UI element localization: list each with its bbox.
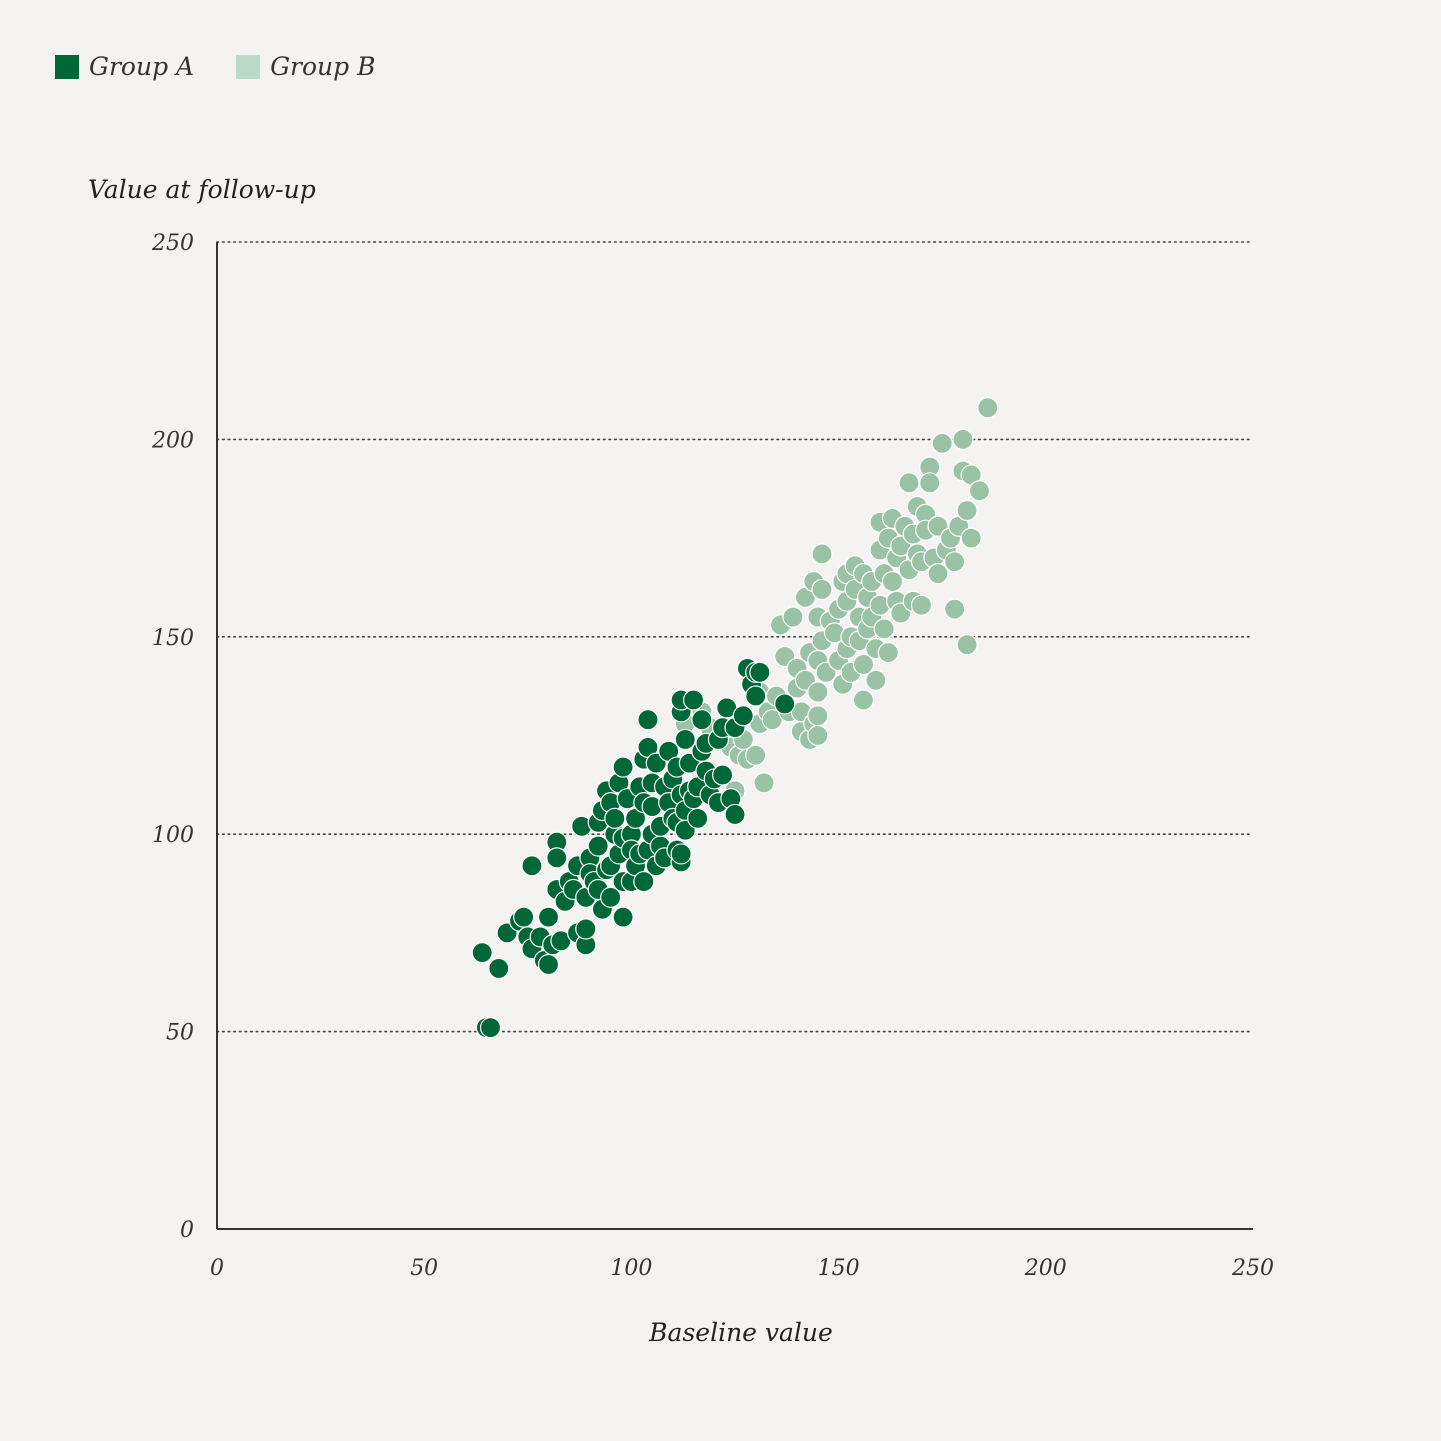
data-point xyxy=(488,957,510,980)
gridlines xyxy=(216,241,1254,1033)
data-point xyxy=(811,543,833,565)
x-tick-label-0: 0 xyxy=(210,1256,224,1281)
data-point xyxy=(944,598,966,620)
data-point xyxy=(753,772,775,794)
data-point xyxy=(811,578,833,601)
data-point xyxy=(873,618,895,640)
data-point xyxy=(956,499,978,522)
data-point xyxy=(877,641,899,664)
tick-labels: 0 50 100 150 200 250 0 50 100 150 200 250 xyxy=(151,231,1274,1281)
data-point xyxy=(600,886,622,908)
data-point xyxy=(724,803,746,826)
legend-label-group-a: Group A xyxy=(89,52,195,81)
legend-item-group-a[interactable]: Group A xyxy=(55,52,194,81)
data-point xyxy=(944,551,966,573)
data-point xyxy=(852,689,875,711)
legend: Group A Group B xyxy=(55,52,375,81)
x-axis-title: Baseline value xyxy=(648,1318,833,1347)
data-point xyxy=(968,480,991,502)
data-point xyxy=(952,428,974,450)
data-point xyxy=(537,906,560,928)
axes xyxy=(216,242,1253,1230)
data-point xyxy=(637,709,659,731)
series-group-b xyxy=(674,397,999,802)
data-point xyxy=(674,728,696,751)
data-point xyxy=(633,870,655,893)
data-point xyxy=(711,764,734,786)
y-axis-title: Value at follow-up xyxy=(88,175,316,204)
data-point xyxy=(682,689,705,711)
data-point xyxy=(927,563,949,585)
data-point xyxy=(807,724,829,747)
data-point xyxy=(479,1017,502,1039)
data-point xyxy=(898,472,920,494)
data-point xyxy=(749,661,771,683)
data-point xyxy=(807,681,829,703)
data-point xyxy=(807,705,829,727)
data-point xyxy=(910,594,933,616)
data-point xyxy=(587,835,609,857)
data-point xyxy=(670,843,692,865)
data-point xyxy=(774,693,796,715)
y-tick-label-0: 0 xyxy=(180,1218,194,1243)
data-point xyxy=(521,855,543,877)
data-point xyxy=(612,756,634,778)
data-point xyxy=(977,397,999,419)
data-point xyxy=(931,432,953,454)
data-point xyxy=(513,906,535,928)
data-point xyxy=(919,472,941,494)
y-tick-label-150: 150 xyxy=(152,626,194,651)
series-group-a xyxy=(471,657,796,1039)
data-point xyxy=(471,942,493,964)
data-point xyxy=(782,606,804,628)
data-point xyxy=(960,527,982,549)
x-tick-label-50: 50 xyxy=(410,1256,438,1281)
data-point xyxy=(537,953,560,976)
x-tick-label-200: 200 xyxy=(1024,1256,1067,1281)
y-tick-label-250: 250 xyxy=(151,231,194,256)
y-tick-label-100: 100 xyxy=(152,823,194,848)
data-points xyxy=(471,397,999,1039)
data-point xyxy=(546,847,568,869)
data-point xyxy=(956,634,978,656)
x-tick-label-250: 250 xyxy=(1231,1256,1274,1281)
data-point xyxy=(687,807,709,830)
legend-swatch-group-b xyxy=(236,54,261,79)
data-point xyxy=(852,653,875,676)
y-tick-label-200: 200 xyxy=(151,428,194,453)
data-point xyxy=(691,709,713,731)
data-point xyxy=(612,906,634,928)
x-tick-label-150: 150 xyxy=(818,1256,860,1281)
data-point xyxy=(604,807,626,830)
data-point xyxy=(865,669,887,691)
data-point xyxy=(732,705,754,727)
legend-label-group-b: Group B xyxy=(270,52,376,81)
data-point xyxy=(881,570,904,593)
x-tick-label-100: 100 xyxy=(610,1256,652,1281)
data-point xyxy=(745,685,767,707)
data-point xyxy=(745,744,767,766)
legend-swatch-group-a xyxy=(55,54,79,79)
y-tick-label-50: 50 xyxy=(166,1021,194,1046)
data-point xyxy=(575,918,597,940)
legend-item-group-b[interactable]: Group B xyxy=(236,52,375,81)
